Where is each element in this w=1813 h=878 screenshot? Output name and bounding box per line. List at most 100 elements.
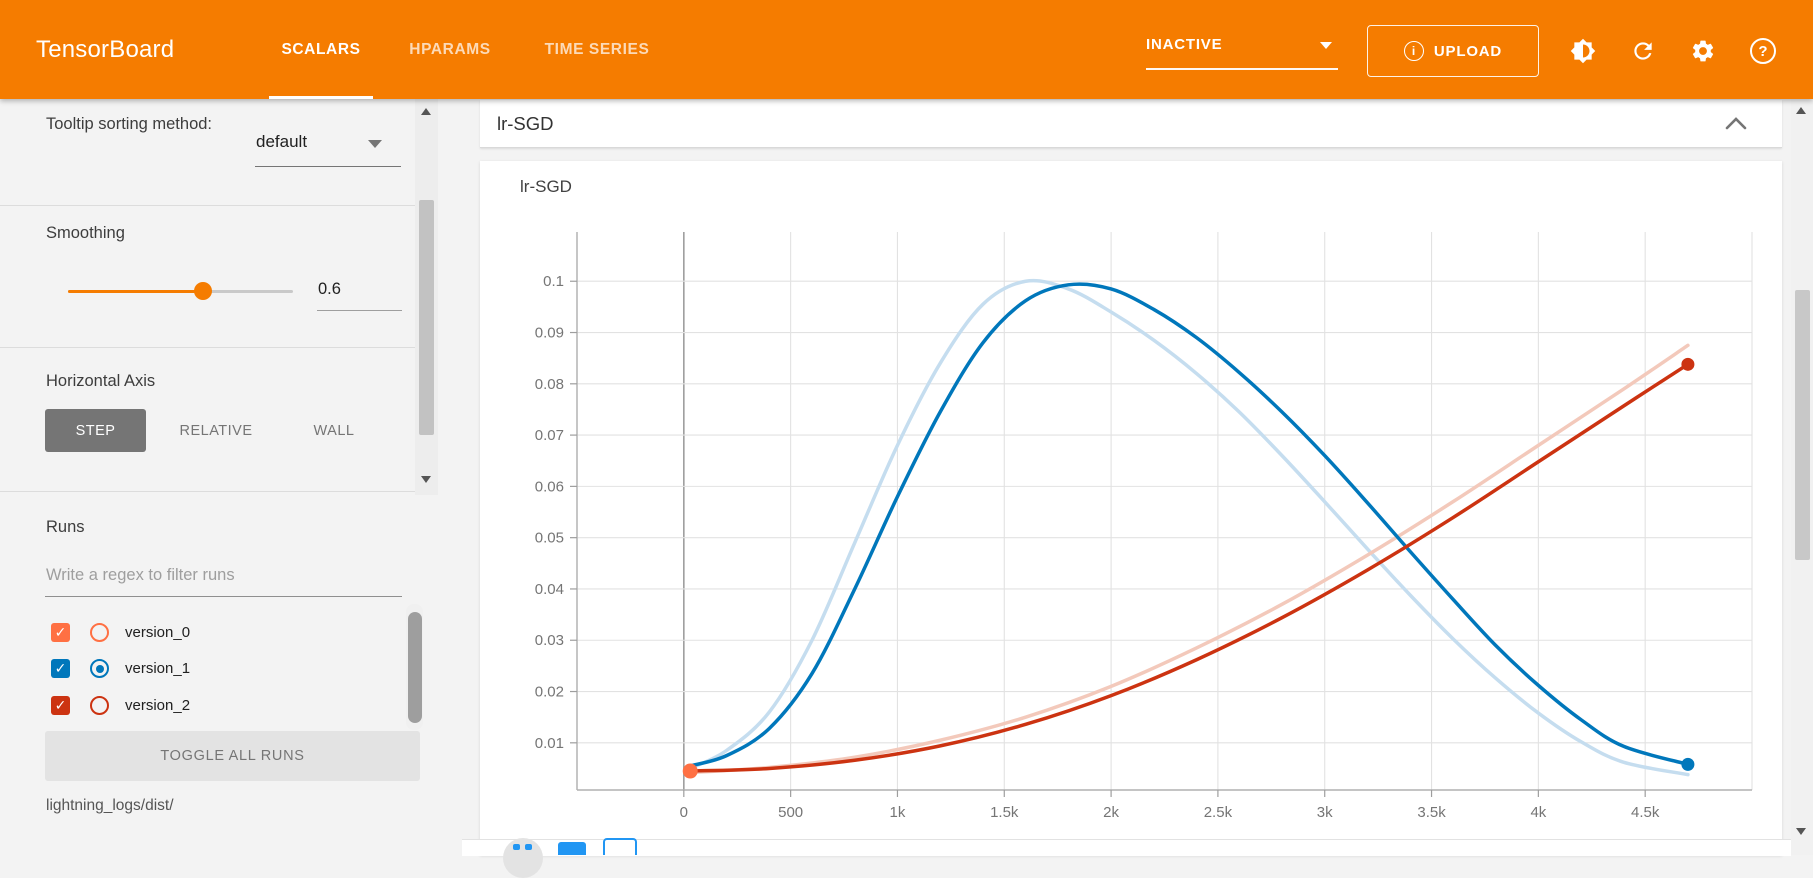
tooltip-sorting-label: Tooltip sorting method: xyxy=(46,115,213,133)
horizontal-axis-label: Horizontal Axis xyxy=(46,372,156,390)
active-tab-underline xyxy=(269,96,373,99)
svg-text:0.02: 0.02 xyxy=(535,684,564,701)
logdir-path: lightning_logs/dist/ xyxy=(46,797,174,814)
divider xyxy=(0,491,438,492)
run-radio[interactable] xyxy=(90,659,109,679)
svg-text:1k: 1k xyxy=(890,804,906,821)
settings-sidebar: Tooltip sorting method: default Smoothin… xyxy=(0,99,460,855)
svg-text:0: 0 xyxy=(680,804,688,821)
brightness-icon xyxy=(1570,38,1596,64)
section-title: lr-SGD xyxy=(497,112,554,134)
series-end-dot xyxy=(682,763,698,779)
divider xyxy=(0,205,438,206)
runs-label: Runs xyxy=(46,518,85,536)
svg-text:4k: 4k xyxy=(1530,804,1546,821)
run-name: version_0 xyxy=(125,623,191,641)
scroll-down-icon[interactable] xyxy=(1796,828,1806,835)
help-button[interactable]: ? xyxy=(1748,36,1778,66)
svg-text:0.08: 0.08 xyxy=(535,376,564,393)
data-status-dropdown[interactable]: INACTIVE xyxy=(1146,30,1338,70)
app-header: TensorBoard SCALARS HPARAMS TIME SERIES … xyxy=(0,0,1813,99)
scroll-up-icon[interactable] xyxy=(1796,107,1806,114)
svg-text:2.5k: 2.5k xyxy=(1204,804,1233,821)
runs-filter-input[interactable]: Write a regex to filter runs xyxy=(46,566,235,584)
svg-text:3.5k: 3.5k xyxy=(1417,804,1446,821)
brightness-toggle-button[interactable] xyxy=(1568,36,1598,66)
tooltip-sorting-value: default xyxy=(256,132,308,151)
collapse-chevron-icon[interactable] xyxy=(1725,116,1747,130)
horizontal-scrollbar-area[interactable] xyxy=(462,839,1791,856)
series-version_1 (original) xyxy=(688,278,1690,777)
svg-text:2k: 2k xyxy=(1103,804,1119,821)
tab-time-series[interactable]: TIME SERIES xyxy=(544,40,650,58)
runs-scrollbar-thumb[interactable] xyxy=(407,612,422,723)
toggle-all-runs-button[interactable]: TOGGLE ALL RUNS xyxy=(45,731,420,781)
run-row-version-0[interactable]: ✓ version_0 xyxy=(45,614,385,651)
smoothing-label: Smoothing xyxy=(46,224,125,242)
run-radio[interactable] xyxy=(90,695,109,715)
help-icon: ? xyxy=(1750,38,1776,64)
scroll-up-icon[interactable] xyxy=(421,108,431,115)
run-row-version-2[interactable]: ✓ version_2 xyxy=(45,687,385,724)
chart-title: lr-SGD xyxy=(520,177,572,196)
page-scrollbar-track[interactable] xyxy=(1791,99,1813,855)
svg-text:0.04: 0.04 xyxy=(535,581,564,598)
scroll-down-icon[interactable] xyxy=(421,476,431,483)
tab-scalars[interactable]: SCALARS xyxy=(281,40,361,58)
svg-text:0.09: 0.09 xyxy=(535,325,564,342)
scalar-group-header[interactable]: lr-SGD xyxy=(480,100,1782,148)
run-checkbox[interactable]: ✓ xyxy=(51,659,70,679)
tab-hparams[interactable]: HPARAMS xyxy=(409,40,491,58)
run-radio[interactable] xyxy=(90,622,109,642)
chart-axes xyxy=(570,232,1752,797)
upload-button[interactable]: i UPLOAD xyxy=(1367,25,1539,77)
settings-button[interactable] xyxy=(1688,36,1718,66)
status-label: INACTIVE xyxy=(1146,36,1223,53)
refresh-icon xyxy=(1634,42,1652,60)
svg-text:0.1: 0.1 xyxy=(543,273,564,290)
svg-text:4.5k: 4.5k xyxy=(1631,804,1660,821)
smoothing-slider-fill xyxy=(68,290,203,293)
svg-text:0.05: 0.05 xyxy=(535,530,564,547)
chevron-down-icon xyxy=(368,140,382,148)
tooltip-sorting-select[interactable]: default xyxy=(255,132,402,172)
card-action-button[interactable] xyxy=(503,838,543,878)
tensorboard-logo[interactable]: TensorBoard xyxy=(36,35,175,63)
scalar-chart-card: lr-SGD 0.01 0.02 0.03 0.04 0.05 0.06 0.07 0.08 0… xyxy=(480,161,1782,855)
refresh-button[interactable] xyxy=(1628,36,1658,66)
page-scrollbar-thumb[interactable] xyxy=(1794,290,1810,560)
svg-text:500: 500 xyxy=(778,804,803,821)
svg-text:0.07: 0.07 xyxy=(535,427,564,444)
chart-tick-labels: 0.01 0.02 0.03 0.04 0.05 0.06 0.07 0.08 0.09 0.1 0… xyxy=(535,273,1660,821)
svg-text:1.5k: 1.5k xyxy=(990,804,1019,821)
series-end-dot xyxy=(1681,757,1695,771)
pin-card-button[interactable] xyxy=(558,842,586,855)
svg-text:0.06: 0.06 xyxy=(535,478,564,495)
axis-option-wall[interactable]: WALL xyxy=(313,422,355,439)
axis-option-relative[interactable]: RELATIVE xyxy=(179,422,253,439)
run-name: version_2 xyxy=(125,696,191,714)
chart-series xyxy=(682,278,1695,779)
run-checkbox[interactable]: ✓ xyxy=(51,695,70,715)
lr-sgd-line-chart[interactable]: 0.01 0.02 0.03 0.04 0.05 0.06 0.07 0.08 0.09 0.1 0… xyxy=(480,161,1782,855)
sidebar-scrollbar-thumb[interactable] xyxy=(419,200,434,435)
expand-card-button[interactable] xyxy=(603,838,637,855)
run-checkbox[interactable]: ✓ xyxy=(51,622,70,642)
run-name: version_1 xyxy=(125,660,191,678)
axis-option-step[interactable]: STEP xyxy=(45,409,146,452)
series-version_2 (original) xyxy=(688,343,1690,775)
chevron-down-icon xyxy=(1320,42,1332,49)
series-end-dot xyxy=(1681,357,1695,371)
run-row-version-1[interactable]: ✓ version_1 xyxy=(45,651,385,688)
svg-text:3k: 3k xyxy=(1317,804,1333,821)
divider xyxy=(0,347,438,348)
svg-text:0.01: 0.01 xyxy=(535,735,564,752)
settings-icon xyxy=(1692,40,1714,62)
smoothing-slider-thumb[interactable] xyxy=(194,282,212,300)
series-version_1 (smoothed) xyxy=(688,282,1690,768)
svg-text:0.03: 0.03 xyxy=(535,632,564,649)
series-version_2 (smoothed) xyxy=(688,362,1690,773)
info-icon: i xyxy=(1403,41,1424,61)
smoothing-value-field[interactable]: 0.6 xyxy=(318,280,341,298)
